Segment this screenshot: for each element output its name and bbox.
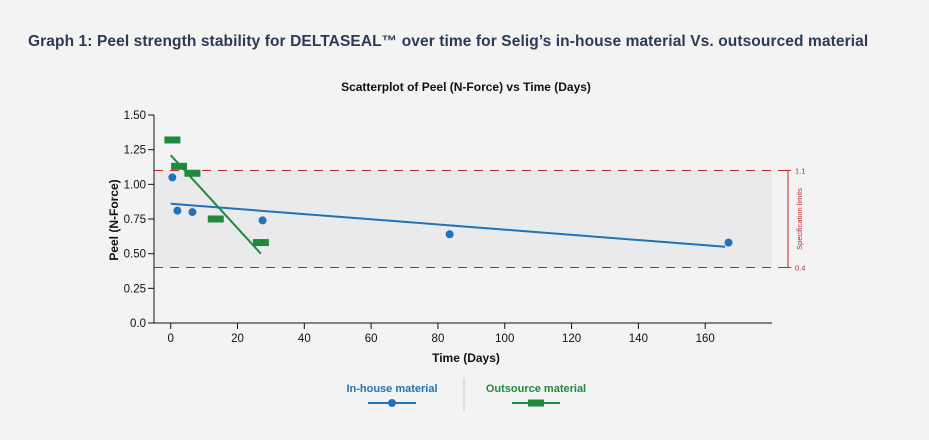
x-axis-label: Time (Days)	[432, 351, 500, 365]
y-tick-label: 1.00	[124, 179, 146, 191]
legend-marker	[528, 399, 544, 407]
data-point	[188, 208, 197, 217]
data-point	[258, 216, 267, 225]
x-tick-label: 80	[432, 333, 445, 345]
data-point	[173, 206, 182, 215]
data-point	[724, 238, 733, 247]
page-heading: Graph 1: Peel strength stability for DEL…	[28, 33, 869, 50]
spec-band	[154, 170, 772, 268]
trend-line	[170, 202, 726, 248]
x-tick-label: 120	[562, 333, 581, 345]
y-tick-label: 0.75	[124, 214, 146, 226]
x-tick-label: 140	[629, 333, 648, 345]
y-tick-label: 0.25	[124, 283, 146, 295]
spec-limits-label: Specification limits	[795, 188, 804, 250]
y-tick-label: 0.50	[124, 249, 146, 261]
data-point	[164, 136, 181, 144]
y-tick-label: 1.50	[124, 110, 146, 122]
y-axis-label: Peel (N-Force)	[107, 179, 121, 260]
y-tick-label: 0.0	[130, 318, 146, 330]
legend-label: In-house material	[346, 383, 437, 395]
legend-marker	[388, 399, 396, 407]
x-tick-label: 0	[167, 333, 173, 345]
y-tick-label: 1.25	[124, 145, 146, 157]
data-point	[207, 215, 224, 223]
data-point	[184, 169, 201, 177]
x-tick-label: 160	[696, 333, 715, 345]
upper-spec-value: 1.1	[795, 166, 805, 175]
legend-label: Outsource material	[486, 383, 586, 395]
data-point	[252, 239, 269, 247]
x-tick-label: 100	[495, 333, 514, 345]
data-point	[168, 173, 177, 182]
x-tick-label: 40	[298, 333, 311, 345]
lower-spec-value: 0.4	[795, 264, 805, 273]
x-tick-label: 60	[365, 333, 378, 345]
x-tick-label: 20	[231, 333, 244, 345]
chart-title: Scatterplot of Peel (N-Force) vs Time (D…	[341, 80, 591, 94]
data-point	[171, 162, 188, 170]
data-point	[445, 230, 454, 239]
